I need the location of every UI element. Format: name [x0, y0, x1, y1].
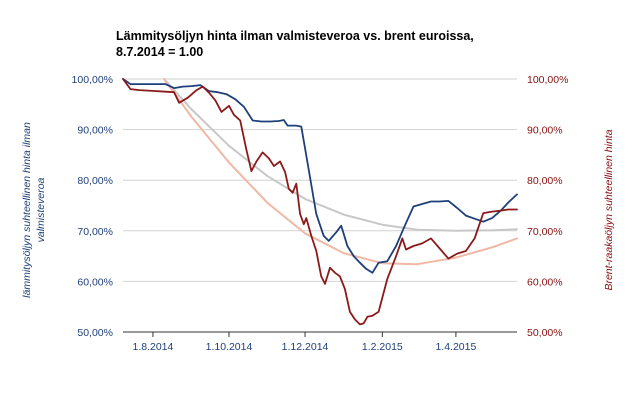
y-left-tick-label: 80,00%: [77, 175, 113, 187]
y-axis-left-title: lämmitysöljyn suhteellinen hinta ilman v…: [21, 122, 47, 298]
chart-title-line-2: 8.7.2014 = 1.00: [116, 45, 203, 59]
heating-oil-series-line: [122, 78, 518, 274]
y-axis-left-title-line-2: valmisteveroa: [35, 177, 47, 242]
y-right-tick-label: 90,00%: [527, 125, 563, 137]
x-tick-label: 1.8.2014: [132, 341, 173, 353]
y-right-tick-label: 70,00%: [527, 226, 563, 238]
heating-oil-trendline: [163, 78, 518, 232]
y-right-tick-label: 80,00%: [527, 175, 563, 187]
y-axis-left-title-line-1: lämmitysöljyn suhteellinen hinta ilman: [21, 122, 33, 298]
x-tick-label: 1.10.2014: [206, 341, 253, 353]
y-left-tick-label: 50,00%: [77, 327, 113, 339]
y-left-tick-label: 100,00%: [72, 74, 113, 86]
y-axis-right-title: Brent-raakaöljyn suhteellinen hinta: [603, 129, 615, 290]
y-right-tick-label: 100,00%: [527, 74, 568, 86]
x-axis-ticks: 1.8.2014 1.10.2014 1.12.2014 1.2.2015 1.4.20…: [123, 331, 517, 353]
brent-series-line: [122, 78, 518, 326]
y-axis-left-ticks: 100,00% 90,00% 80,00% 70,00% 60,00% 50,00%: [72, 74, 113, 339]
y-left-tick-label: 60,00%: [77, 276, 113, 288]
y-right-tick-label: 60,00%: [527, 276, 563, 288]
y-axis-right-ticks: 100,00% 90,00% 80,00% 70,00% 60,00% 50,00%: [527, 74, 568, 339]
x-tick-label: 1.12.2014: [282, 341, 329, 353]
series-lines: [122, 78, 518, 326]
x-tick-label: 1.2.2015: [362, 341, 403, 353]
y-axis-right-title-text: Brent-raakaöljyn suhteellinen hinta: [603, 129, 615, 290]
x-tick-label: 1.4.2015: [435, 341, 476, 353]
y-left-tick-label: 70,00%: [77, 226, 113, 238]
y-left-tick-label: 90,00%: [77, 125, 113, 137]
y-right-tick-label: 50,00%: [527, 327, 563, 339]
brent-trendline: [163, 78, 518, 266]
chart-title-line-1: Lämmitysöljyn hinta ilman valmisteveroa …: [116, 29, 474, 43]
